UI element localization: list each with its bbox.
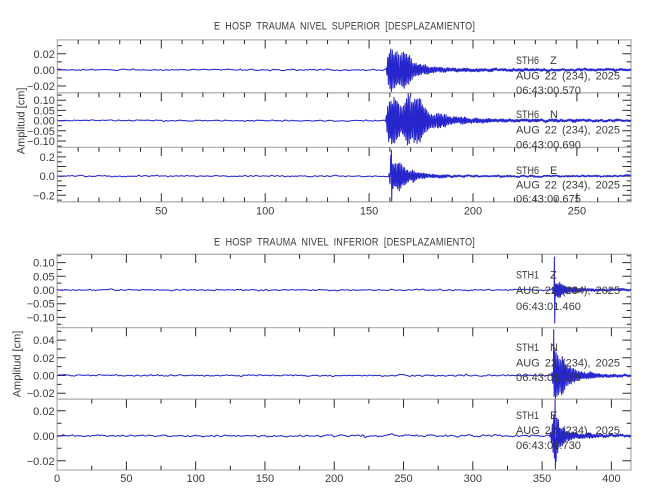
svg-text:−0.2: −0.2: [33, 190, 55, 202]
svg-text:AUG 22 (234), 2025: AUG 22 (234), 2025: [516, 70, 620, 82]
svg-text:0.00: 0.00: [33, 285, 54, 297]
svg-text:0.00: 0.00: [33, 371, 54, 383]
svg-text:0.05: 0.05: [33, 271, 54, 283]
svg-text:200: 200: [325, 473, 343, 485]
svg-text:E HOSP TRAUMA NIVEL INFERIOR [: E HOSP TRAUMA NIVEL INFERIOR [DESPLAZAMI…: [214, 236, 475, 248]
svg-text:100: 100: [187, 473, 205, 485]
svg-text:50: 50: [155, 205, 167, 217]
svg-text:0: 0: [54, 473, 60, 485]
svg-text:0.02: 0.02: [33, 353, 54, 365]
svg-text:AUG 22 (234), 2025: AUG 22 (234), 2025: [516, 179, 620, 191]
svg-text:06:43:01.730: 06:43:01.730: [516, 440, 581, 452]
svg-text:−0.10: −0.10: [27, 136, 55, 148]
svg-text:STH1: STH1: [516, 342, 539, 354]
svg-text:100: 100: [256, 205, 274, 217]
svg-text:−0.05: −0.05: [27, 299, 55, 311]
svg-text:300: 300: [464, 473, 482, 485]
svg-text:0.04: 0.04: [33, 335, 54, 347]
svg-text:−0.05: −0.05: [27, 126, 55, 138]
svg-text:0.00: 0.00: [33, 116, 54, 128]
svg-text:−0.02: −0.02: [27, 81, 55, 93]
svg-text:06:43:00.570: 06:43:00.570: [516, 85, 581, 97]
svg-text:Z: Z: [550, 270, 557, 282]
svg-text:−0.02: −0.02: [27, 456, 55, 468]
svg-text:06:43:01.125: 06:43:01.125: [516, 372, 581, 384]
svg-text:STH6: STH6: [516, 109, 539, 121]
svg-text:0.00: 0.00: [33, 431, 54, 443]
svg-text:Z: Z: [550, 55, 557, 67]
svg-text:−0.10: −0.10: [27, 312, 55, 324]
svg-text:250: 250: [394, 473, 412, 485]
svg-text:400: 400: [602, 473, 620, 485]
svg-text:0.02: 0.02: [33, 49, 54, 61]
svg-text:350: 350: [533, 473, 551, 485]
svg-text:STH1: STH1: [516, 410, 539, 422]
svg-text:AUG 22 (234), 2025: AUG 22 (234), 2025: [516, 358, 620, 370]
svg-text:E: E: [550, 410, 557, 422]
svg-text:0.02: 0.02: [33, 406, 54, 418]
svg-text:06:43:01.460: 06:43:01.460: [516, 301, 581, 313]
svg-text:0.10: 0.10: [33, 95, 54, 107]
svg-text:0.0: 0.0: [40, 171, 55, 183]
svg-text:0.2: 0.2: [40, 152, 55, 164]
svg-text:AUG 22 (234), 2025: AUG 22 (234), 2025: [516, 285, 620, 297]
svg-text:N: N: [550, 342, 558, 354]
svg-text:200: 200: [464, 205, 482, 217]
svg-text:STH1: STH1: [516, 270, 539, 282]
svg-text:Amplitud [cm]: Amplitud [cm]: [11, 331, 23, 398]
svg-text:0.00: 0.00: [33, 65, 54, 77]
svg-text:06:43:00.690: 06:43:00.690: [516, 139, 581, 151]
svg-text:STH6: STH6: [516, 165, 539, 177]
svg-text:AUG 22 (234), 2025: AUG 22 (234), 2025: [516, 425, 620, 437]
svg-text:50: 50: [120, 473, 132, 485]
svg-text:E: E: [550, 165, 557, 177]
svg-text:06:43:00.675: 06:43:00.675: [516, 194, 581, 206]
svg-text:STH6: STH6: [516, 55, 539, 67]
svg-text:−0.02: −0.02: [27, 388, 55, 400]
svg-text:250: 250: [568, 205, 586, 217]
svg-text:150: 150: [360, 205, 378, 217]
svg-text:150: 150: [256, 473, 274, 485]
svg-text:0.10: 0.10: [33, 258, 54, 270]
svg-text:Amplitud [cm]: Amplitud [cm]: [16, 88, 28, 155]
svg-text:E HOSP TRAUMA NIVEL SUPERIOR [: E HOSP TRAUMA NIVEL SUPERIOR [DESPLAZAMI…: [214, 20, 475, 32]
svg-text:0.05: 0.05: [33, 105, 54, 117]
svg-text:AUG 22 (234), 2025: AUG 22 (234), 2025: [516, 125, 620, 137]
svg-text:N: N: [550, 109, 558, 121]
